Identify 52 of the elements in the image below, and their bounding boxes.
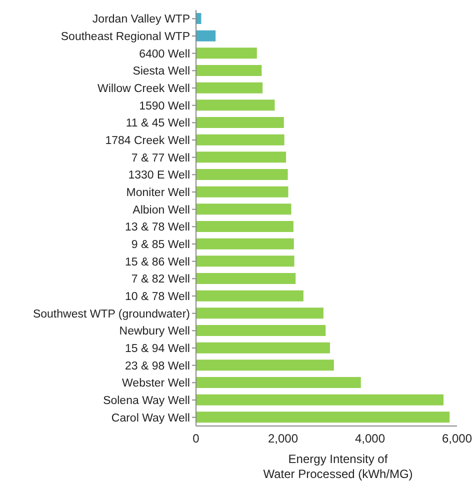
y-tick-label: 7 & 82 Well xyxy=(131,274,190,286)
bar xyxy=(196,65,262,76)
bar xyxy=(196,273,296,284)
bar xyxy=(196,169,288,180)
y-tick-label: 10 & 78 Well xyxy=(125,291,190,304)
y-tick-label: Solena Way Well xyxy=(103,395,190,408)
bar xyxy=(196,256,294,267)
x-tick-label: 0 xyxy=(192,432,200,446)
bar xyxy=(196,394,444,406)
y-tick-label: Moniter Well xyxy=(126,187,190,200)
bar xyxy=(196,82,263,94)
y-tick-label: 6400 Well xyxy=(139,48,190,60)
y-tick-label: Newbury Well xyxy=(119,326,190,338)
y-tick-label: 9 & 85 Well xyxy=(131,239,190,252)
bar xyxy=(196,30,216,42)
x-tick-label: 6,000 xyxy=(442,432,472,446)
bar xyxy=(196,360,334,371)
y-tick-label: 1330 E Well xyxy=(128,170,190,182)
bar xyxy=(196,342,330,354)
bar xyxy=(196,238,294,250)
bar xyxy=(196,134,284,146)
y-tick-label: Jordan Valley WTP xyxy=(92,14,190,26)
bar xyxy=(196,204,292,215)
y-tick-label: Siesta Well xyxy=(132,66,190,78)
y-tick-label: 15 & 86 Well xyxy=(125,256,190,268)
y-tick-label: 7 & 77 Well xyxy=(131,152,190,164)
y-tick-label: Willow Creek Well xyxy=(98,83,190,96)
bar xyxy=(196,152,286,163)
bar xyxy=(196,412,450,423)
bar xyxy=(196,117,284,128)
bar xyxy=(196,221,294,232)
bar xyxy=(196,377,361,388)
y-tick-label: 1784 Creek Well xyxy=(105,135,190,148)
bar xyxy=(196,186,288,198)
y-tick-label: 1590 Well xyxy=(139,100,190,112)
bar xyxy=(196,325,326,336)
x-axis-title: Energy Intensity of Water Processed (kWh/MG) xyxy=(263,452,413,481)
x-tick-label: 2,000 xyxy=(268,432,298,446)
y-tick-label: Southwest WTP (groundwater) xyxy=(32,308,190,320)
y-tick-label: Southeast Regional WTP xyxy=(60,31,190,44)
bar xyxy=(196,100,275,111)
bar xyxy=(196,290,304,302)
y-tick-label: 15 & 94 Well xyxy=(125,343,190,356)
y-tick-label: 23 & 98 Well xyxy=(125,360,190,372)
y-tick-label: 11 & 45 Well xyxy=(126,118,190,130)
x-tick-label: 4,000 xyxy=(354,432,386,446)
y-tick-label: Carol Way Well xyxy=(111,412,190,424)
bar xyxy=(196,48,257,59)
y-tick-label: Webster Well xyxy=(122,378,190,390)
y-tick-label: 13 & 78 Well xyxy=(125,222,190,234)
y-tick-label: Albion Well xyxy=(132,204,190,216)
bar xyxy=(196,308,324,319)
